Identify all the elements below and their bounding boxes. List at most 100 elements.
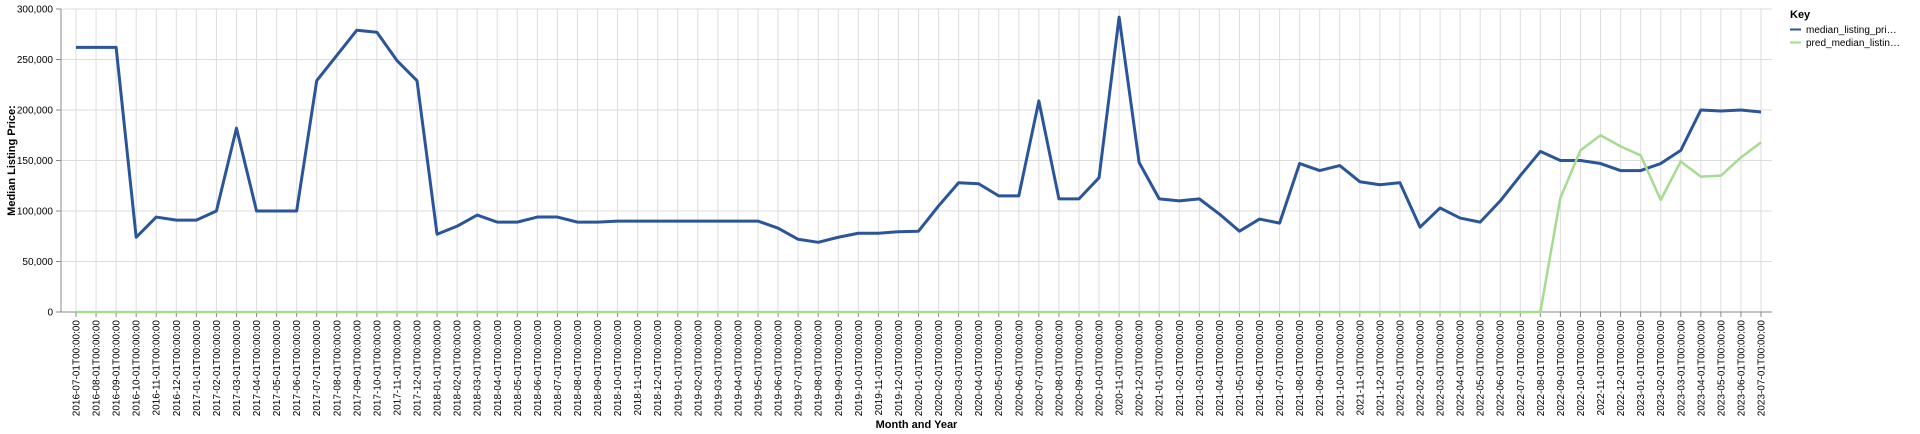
legend-items: median_listing_pri… pred_median_listin… bbox=[1790, 25, 1900, 49]
legend-label: pred_median_listin… bbox=[1806, 38, 1900, 49]
x-tick-label: 2023-06-01T00:00:00 bbox=[1736, 320, 1747, 417]
x-tick-label: 2021-04-01T00:00:00 bbox=[1215, 320, 1226, 417]
series-lines bbox=[76, 15, 1762, 314]
x-tick-label: 2020-02-01T00:00:00 bbox=[934, 320, 945, 417]
x-tick-label: 2021-01-01T00:00:00 bbox=[1155, 320, 1166, 417]
x-tick-label: 2019-04-01T00:00:00 bbox=[733, 320, 744, 417]
y-tick-label: 300,000 bbox=[17, 5, 54, 16]
x-tick-label: 2022-11-01T00:00:00 bbox=[1596, 320, 1607, 416]
x-tick-label: 2018-01-01T00:00:00 bbox=[433, 320, 444, 417]
y-tick-label: 200,000 bbox=[17, 106, 54, 117]
x-tick-label: 2021-07-01T00:00:00 bbox=[1275, 320, 1286, 417]
x-tick-label: 2021-09-01T00:00:00 bbox=[1315, 320, 1326, 417]
y-tick-label: 250,000 bbox=[17, 55, 54, 66]
x-tick-label: 2022-07-01T00:00:00 bbox=[1516, 320, 1527, 417]
x-tick-label: 2022-12-01T00:00:00 bbox=[1616, 320, 1627, 417]
x-tick-label: 2017-11-01T00:00:00 bbox=[392, 320, 403, 416]
x-tick-label: 2019-05-01T00:00:00 bbox=[754, 320, 765, 417]
x-tick-label: 2018-03-01T00:00:00 bbox=[473, 320, 484, 417]
axes: 0 50,000 100,000 150,000 200,000 250,000 300,0… bbox=[17, 5, 1772, 417]
x-tick-label: 2019-02-01T00:00:00 bbox=[693, 320, 704, 417]
y-tick-label: 100,000 bbox=[17, 207, 54, 218]
y-tick-label: 0 bbox=[47, 308, 53, 319]
x-tick-label: 2022-02-01T00:00:00 bbox=[1415, 320, 1426, 417]
x-tick-label: 2016-11-01T00:00:00 bbox=[152, 320, 163, 416]
x-tick-label: 2018-08-01T00:00:00 bbox=[573, 320, 584, 417]
x-tick-label: 2021-02-01T00:00:00 bbox=[1175, 320, 1186, 417]
x-tick-label: 2022-03-01T00:00:00 bbox=[1436, 320, 1447, 417]
gridlines bbox=[61, 8, 1772, 313]
x-tick-label: 2019-10-01T00:00:00 bbox=[854, 320, 865, 417]
x-tick-label: 2022-01-01T00:00:00 bbox=[1395, 320, 1406, 417]
x-tick-label: 2019-08-01T00:00:00 bbox=[814, 320, 825, 417]
x-tick-label: 2022-09-01T00:00:00 bbox=[1556, 320, 1567, 417]
x-tick-label: 2017-08-01T00:00:00 bbox=[332, 320, 343, 417]
y-tick-label: 150,000 bbox=[17, 156, 54, 167]
x-tick-label: 2023-04-01T00:00:00 bbox=[1696, 320, 1707, 417]
x-tick-label: 2016-08-01T00:00:00 bbox=[92, 320, 103, 417]
x-axis-title: Month and Year bbox=[876, 419, 958, 431]
x-tick-label: 2019-06-01T00:00:00 bbox=[774, 320, 785, 417]
x-tick-label: 2017-01-01T00:00:00 bbox=[192, 320, 203, 417]
x-tick-label: 2022-04-01T00:00:00 bbox=[1456, 320, 1467, 417]
x-tick-label: 2023-05-01T00:00:00 bbox=[1716, 320, 1727, 417]
x-tick-label: 2017-04-01T00:00:00 bbox=[252, 320, 263, 417]
x-tick-label: 2023-01-01T00:00:00 bbox=[1636, 320, 1647, 417]
x-tick-label: 2020-10-01T00:00:00 bbox=[1095, 320, 1106, 417]
x-tick-label: 2018-12-01T00:00:00 bbox=[653, 320, 664, 417]
x-tick-label: 2018-11-01T00:00:00 bbox=[633, 320, 644, 416]
x-tick-label: 2020-06-01T00:00:00 bbox=[1014, 320, 1025, 417]
x-tick-label: 2020-01-01T00:00:00 bbox=[914, 320, 925, 417]
x-tick-label: 2018-06-01T00:00:00 bbox=[533, 320, 544, 417]
series-line bbox=[76, 134, 1762, 314]
x-tick-label: 2021-08-01T00:00:00 bbox=[1295, 320, 1306, 417]
x-tick-label: 2016-09-01T00:00:00 bbox=[112, 320, 123, 417]
x-tick-label: 2020-04-01T00:00:00 bbox=[974, 320, 985, 417]
x-tick-label: 2018-05-01T00:00:00 bbox=[513, 320, 524, 417]
x-tick-label: 2019-11-01T00:00:00 bbox=[874, 320, 885, 416]
x-tick-label: 2022-06-01T00:00:00 bbox=[1496, 320, 1507, 417]
x-tick-label: 2021-10-01T00:00:00 bbox=[1335, 320, 1346, 417]
x-tick-label: 2023-07-01T00:00:00 bbox=[1757, 320, 1768, 417]
x-tick-label: 2018-09-01T00:00:00 bbox=[593, 320, 604, 417]
x-tick-label: 2021-11-01T00:00:00 bbox=[1355, 320, 1366, 416]
legend: Key median_listing_pri… pred_median_listi… bbox=[1790, 9, 1900, 49]
x-tick-label: 2017-07-01T00:00:00 bbox=[312, 320, 323, 417]
x-tick-label: 2016-07-01T00:00:00 bbox=[72, 320, 83, 417]
series-line bbox=[76, 15, 1762, 244]
x-tick-label: 2020-09-01T00:00:00 bbox=[1074, 320, 1085, 417]
x-tick-label: 2020-08-01T00:00:00 bbox=[1054, 320, 1065, 417]
x-tick-label: 2019-09-01T00:00:00 bbox=[834, 320, 845, 417]
x-tick-label: 2023-02-01T00:00:00 bbox=[1656, 320, 1667, 417]
x-tick-label: 2017-02-01T00:00:00 bbox=[212, 320, 223, 417]
x-tick-label: 2017-05-01T00:00:00 bbox=[272, 320, 283, 417]
x-tick-label: 2019-03-01T00:00:00 bbox=[713, 320, 724, 417]
y-tick-label: 50,000 bbox=[22, 257, 53, 268]
x-tick-label: 2020-05-01T00:00:00 bbox=[994, 320, 1005, 417]
x-tick-label: 2017-09-01T00:00:00 bbox=[352, 320, 363, 417]
x-tick-label: 2018-04-01T00:00:00 bbox=[493, 320, 504, 417]
x-tick-label: 2019-01-01T00:00:00 bbox=[673, 320, 684, 417]
x-tick-label: 2020-07-01T00:00:00 bbox=[1034, 320, 1045, 417]
x-tick-label: 2020-11-01T00:00:00 bbox=[1115, 320, 1126, 416]
x-tick-label: 2022-05-01T00:00:00 bbox=[1476, 320, 1487, 417]
x-tick-label: 2023-03-01T00:00:00 bbox=[1676, 320, 1687, 417]
x-tick-label: 2017-06-01T00:00:00 bbox=[292, 320, 303, 417]
x-tick-label: 2017-12-01T00:00:00 bbox=[413, 320, 424, 417]
y-axis-title: Median Listing Price: bbox=[6, 105, 18, 216]
legend-title: Key bbox=[1790, 9, 1811, 21]
x-tick-label: 2019-12-01T00:00:00 bbox=[894, 320, 905, 417]
x-tick-label: 2020-12-01T00:00:00 bbox=[1135, 320, 1146, 417]
x-tick-label: 2021-06-01T00:00:00 bbox=[1255, 320, 1266, 417]
x-tick-label: 2022-08-01T00:00:00 bbox=[1536, 320, 1547, 417]
x-tick-label: 2021-05-01T00:00:00 bbox=[1235, 320, 1246, 417]
x-tick-label: 2018-02-01T00:00:00 bbox=[453, 320, 464, 417]
x-tick-label: 2020-03-01T00:00:00 bbox=[954, 320, 965, 417]
x-tick-label: 2017-03-01T00:00:00 bbox=[232, 320, 243, 417]
x-tick-label: 2016-12-01T00:00:00 bbox=[172, 320, 183, 417]
x-tick-label: 2018-10-01T00:00:00 bbox=[613, 320, 624, 417]
legend-label: median_listing_pri… bbox=[1806, 25, 1897, 36]
x-tick-label: 2022-10-01T00:00:00 bbox=[1576, 320, 1587, 417]
